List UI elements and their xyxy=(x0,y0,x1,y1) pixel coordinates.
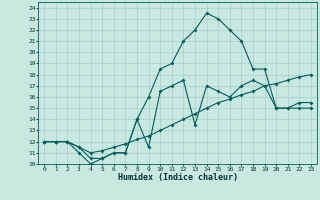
X-axis label: Humidex (Indice chaleur): Humidex (Indice chaleur) xyxy=(118,173,238,182)
